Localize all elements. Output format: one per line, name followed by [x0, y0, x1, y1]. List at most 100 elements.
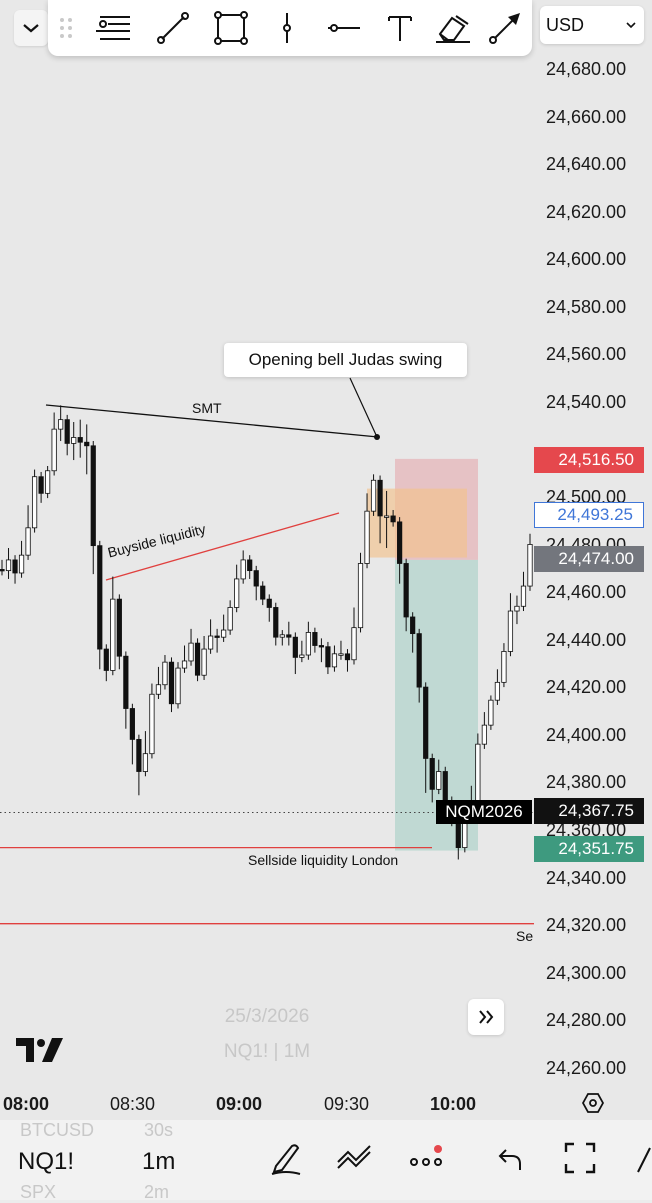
annotation-smt[interactable]: SMT: [192, 400, 222, 416]
tool-rectangle[interactable]: [202, 0, 260, 56]
settings-hexagon-icon: [581, 1093, 605, 1113]
tool-highlighter[interactable]: [426, 0, 480, 56]
candle-body: [116, 598, 122, 657]
chart-settings-button[interactable]: [581, 1092, 605, 1119]
candle-body: [370, 479, 377, 512]
candle-body: [501, 651, 507, 683]
callout-anchor: [374, 434, 380, 440]
fullscreen-button[interactable]: [562, 1140, 598, 1181]
candle-body: [273, 607, 279, 638]
price-label: 24,660.00: [546, 106, 627, 127]
tradingview-logo[interactable]: [16, 1038, 64, 1067]
annotation-sellside-cut[interactable]: Se: [516, 928, 534, 944]
candle-body: [318, 645, 325, 648]
undo-icon: [498, 1149, 521, 1170]
currency-selector[interactable]: USD: [540, 6, 644, 44]
toolbar-collapse-button[interactable]: [14, 10, 48, 46]
candle-body: [429, 758, 435, 790]
candle-body: [18, 554, 25, 574]
candle-body: [423, 686, 429, 759]
candle-body: [234, 578, 240, 608]
indicators-button[interactable]: [336, 1140, 374, 1181]
drawn-lines: [0, 377, 534, 925]
trend-line-icon: [157, 12, 189, 44]
price-label: 24,360.00: [546, 819, 627, 840]
target-price-badge: 24,351.75: [534, 836, 644, 862]
candle-body: [253, 570, 259, 587]
candle-body: [77, 437, 83, 443]
candle-body: [5, 559, 12, 572]
partial-icon: [637, 1147, 651, 1173]
undo-button[interactable]: [494, 1140, 524, 1181]
fullscreen-icon: [564, 1142, 596, 1174]
candle-body: [357, 563, 364, 629]
vertical-line-icon: [283, 13, 291, 43]
candle-body: [84, 441, 90, 447]
candle-body: [344, 653, 351, 661]
candle-body: [142, 753, 149, 772]
tool-vertical-line[interactable]: [260, 0, 314, 56]
candle-body: [136, 739, 142, 772]
horizontal-ray-icon: [328, 24, 360, 32]
candle-body: [90, 445, 96, 547]
tool-horizontal-lines[interactable]: [84, 0, 144, 56]
scroll-to-realtime-button[interactable]: [468, 999, 504, 1035]
drag-handle-icon: [60, 18, 72, 38]
candle-body: [214, 635, 220, 638]
entry-outline-badge: 24,493.25: [534, 502, 644, 528]
drawing-tools-button[interactable]: [268, 1140, 304, 1181]
candle-body: [403, 563, 409, 618]
annotation-callout[interactable]: Opening bell Judas swing: [224, 343, 467, 377]
price-label: 24,440.00: [546, 629, 627, 650]
candle-body: [279, 634, 285, 638]
candle-body: [240, 559, 246, 580]
interval-selector[interactable]: 1m: [142, 1148, 176, 1175]
price-label: 24,320.00: [546, 915, 627, 936]
annotation-sellside[interactable]: Sellside liquidity London: [248, 852, 399, 868]
price-label: 24,400.00: [546, 724, 627, 745]
price-label: 24,380.00: [546, 772, 627, 793]
candle-body: [149, 693, 155, 755]
candle-body: [442, 771, 448, 802]
candle-body: [436, 771, 442, 790]
time-label: 10:00: [430, 1094, 477, 1114]
horizontal-lines-icon: [96, 16, 130, 40]
candle-body: [520, 585, 527, 607]
candle-body: [351, 627, 357, 661]
drag-handle[interactable]: [48, 0, 84, 56]
callout-pointer: [349, 377, 378, 438]
price-label: 24,540.00: [546, 392, 627, 412]
candle-body: [305, 632, 311, 656]
candle-body: [397, 521, 403, 564]
price-label: 24,260.00: [546, 1057, 627, 1078]
candle-body: [188, 642, 194, 662]
price-label: 24,560.00: [546, 344, 627, 365]
pen-icon: [271, 1144, 301, 1175]
watermark-date: 25/3/2026: [224, 1006, 310, 1027]
more-button[interactable]: [408, 1140, 444, 1181]
candle-body: [207, 635, 214, 650]
price-label: 24,280.00: [546, 1010, 627, 1031]
candle-body: [51, 428, 57, 472]
price-chart[interactable]: [0, 0, 534, 1090]
tool-trend-line[interactable]: [144, 0, 202, 56]
symbol-selector[interactable]: NQ1!: [18, 1148, 75, 1175]
price-label: 24,680.00: [546, 59, 627, 80]
arrow-icon: [489, 13, 520, 44]
tool-text[interactable]: [374, 0, 426, 56]
price-label: 24,420.00: [546, 677, 627, 698]
bottom-toolbar: [0, 1120, 652, 1200]
candle-body: [507, 610, 514, 652]
candle-body: [364, 510, 370, 564]
candle-body: [338, 653, 344, 656]
time-label: 09:00: [216, 1094, 263, 1114]
tool-arrow[interactable]: [480, 0, 530, 56]
candle-body: [45, 470, 51, 494]
candle-body: [488, 699, 494, 726]
candle-body: [31, 476, 38, 529]
tool-horizontal-ray[interactable]: [314, 0, 374, 56]
candle-body: [64, 419, 70, 444]
ghost-symbol: SPX: [20, 1182, 57, 1202]
candle-body: [129, 708, 135, 740]
position-zones: [367, 458, 478, 851]
